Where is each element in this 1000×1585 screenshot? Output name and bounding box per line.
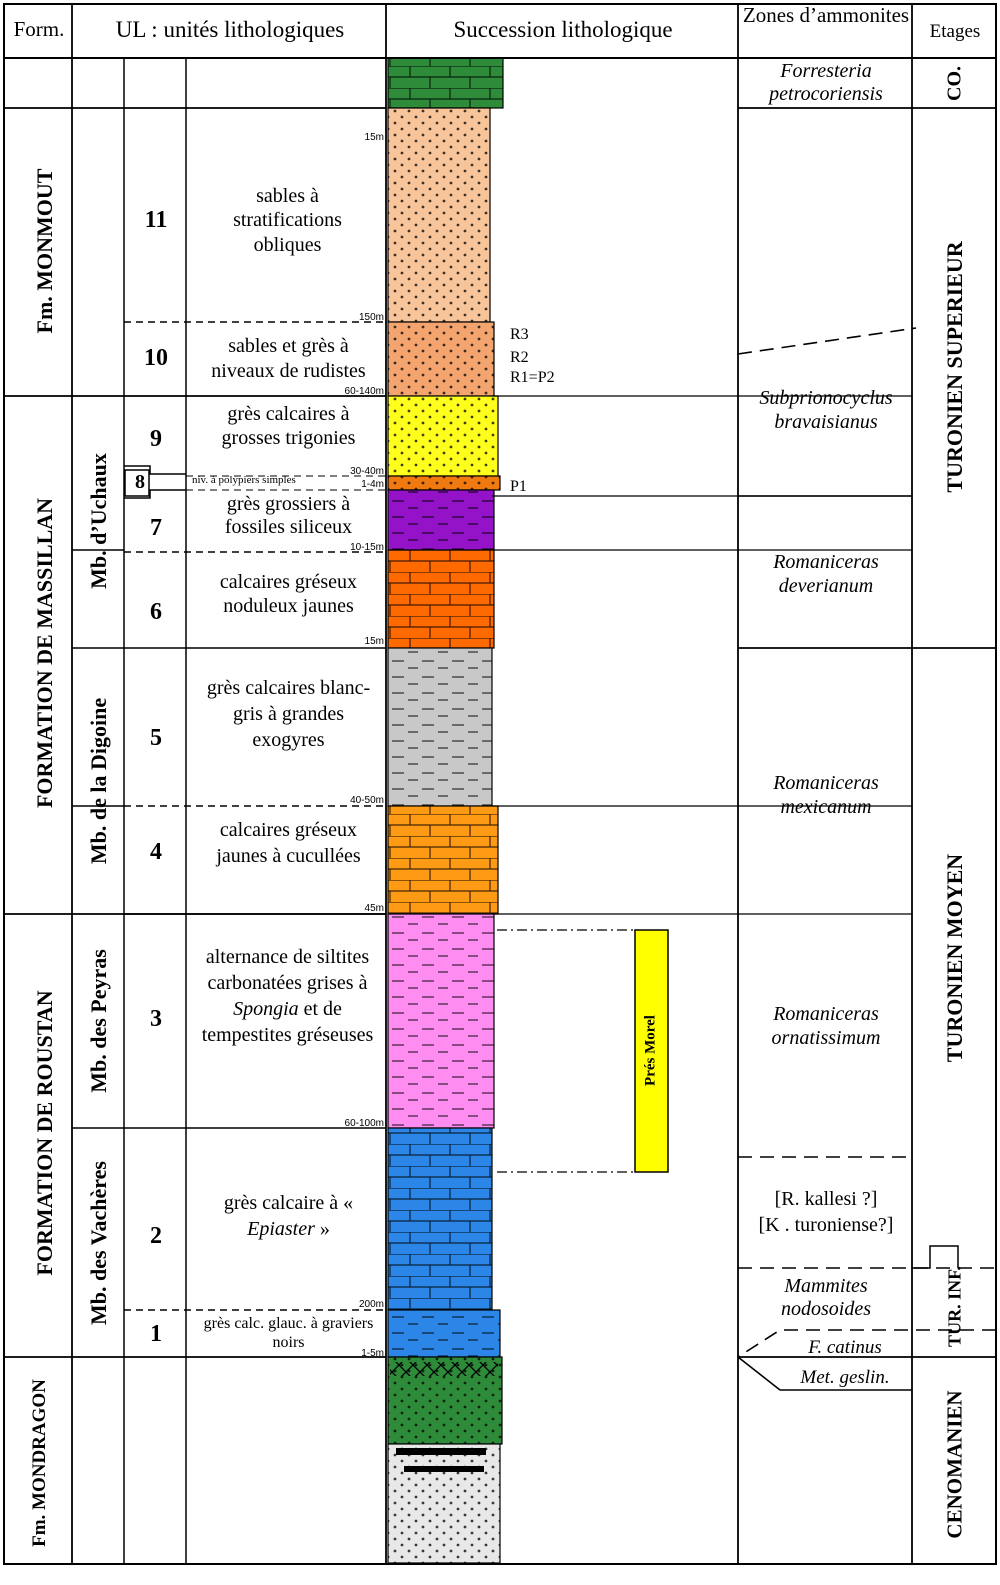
- unit-desc-1: grès calc. glauc. à graviers noirs: [203, 1315, 374, 1352]
- outer-frame: [3, 3, 997, 1565]
- bed-3-pattern: [388, 914, 494, 1128]
- formation-massillan: FORMATION DE MASSILLAN: [32, 497, 57, 809]
- unit-desc-7: grès grossiers à fossiles siliceux: [224, 493, 353, 538]
- zone-ornatissimum: Romaniceras ornatissimum: [771, 1003, 881, 1049]
- thickness-8: 1-4m: [361, 479, 384, 490]
- stage-co: CO.: [943, 66, 966, 101]
- unit-number-6: 6: [150, 599, 162, 625]
- bed-mondragon-2-pattern: [388, 1444, 500, 1563]
- thickness-7: 10-15m: [350, 542, 384, 553]
- member-uchaux: Mb. d’Uchaux: [86, 453, 111, 589]
- unit-desc-9: grès calcaires à grosses trigonies: [221, 403, 356, 450]
- header-zones: Zones d’ammonites: [742, 3, 910, 27]
- unit-desc-4: calcaires gréseux jaunes à cucullées: [216, 819, 361, 867]
- zone-turoniense: [K . turoniense?]: [758, 1214, 894, 1236]
- unit-desc-11: sables à stratifications obliques: [233, 185, 342, 256]
- marker-r3: R3: [510, 326, 529, 343]
- bed-9-pattern: [388, 396, 498, 476]
- pres-morel-bar: [634, 929, 669, 1173]
- formation-monmout: Fm. MONMOUT: [32, 168, 57, 334]
- marker-p1: P1: [510, 478, 527, 495]
- zone-dashed-boundary-catinus: [737, 1329, 996, 1358]
- zone-boundary-geslin: [737, 1356, 912, 1391]
- member-peyras: Mb. des Peyras: [86, 949, 111, 1093]
- thickness-9: 30-40m: [350, 466, 384, 477]
- unit-desc-5: grès calcaires blanc-gris à grandes exog…: [206, 677, 371, 751]
- header-ul: UL : unités lithologiques: [115, 17, 345, 42]
- zone-mammites: Mammites nodosoides: [781, 1275, 871, 1320]
- marker-r2: R2: [510, 349, 529, 366]
- stage-turonien-moyen: TURONIEN MOYEN: [942, 853, 967, 1063]
- unit-desc-6: calcaires gréseux noduleux jaunes: [219, 571, 358, 618]
- bed-mondragon-black-lens-1: [396, 1448, 486, 1455]
- stage-cenomanien: CENOMANIEN: [942, 1390, 967, 1539]
- thickness-10: 60-140m: [344, 386, 384, 397]
- bed-2-pattern: [388, 1128, 492, 1310]
- thickness-2: 200m: [358, 1299, 384, 1310]
- zone-subprionocyclus: Subprionocyclus bravaisianus: [759, 387, 893, 433]
- thickness-1: 1-5m: [361, 1348, 384, 1359]
- unit-number-8: 8: [135, 471, 145, 493]
- header-form: Form.: [13, 17, 65, 41]
- unit-desc-3: alternance de siltites carbonatées grise…: [201, 946, 374, 1046]
- bed-10-pattern: [388, 322, 494, 396]
- unit-desc-8: niv. à polypiers simples: [192, 474, 296, 486]
- unit-number-2: 2: [150, 1223, 162, 1249]
- unit-number-3: 3: [150, 1006, 162, 1032]
- bed-6-pattern: [388, 550, 494, 648]
- unit-number-10: 10: [144, 345, 168, 371]
- formation-mondragon: Fm. MONDRAGON: [29, 1379, 50, 1547]
- unit-number-7: 7: [150, 515, 162, 541]
- unit-number-1: 1: [150, 1321, 162, 1347]
- unit-number-4: 4: [150, 839, 162, 865]
- member-vacheres: Mb. des Vachères: [86, 1161, 111, 1325]
- zone-forresteria: Forresteria petrocoriensis: [769, 60, 883, 105]
- zone-geslin: Met. geslin.: [800, 1367, 890, 1388]
- thickness-10-top: 150m: [358, 312, 384, 323]
- header-succession: Succession lithologique: [453, 17, 673, 42]
- thickness-3: 60-100m: [344, 1118, 384, 1129]
- bed-7-pattern: [388, 490, 494, 550]
- unit-desc-10: sables et grès à niveaux de rudistes: [211, 335, 366, 382]
- bed-mondragon-crosses: [390, 1362, 498, 1376]
- stage-turonien-superieur: TURONIEN SUPERIEUR: [942, 241, 967, 493]
- unit-number-11: 11: [144, 207, 168, 233]
- thickness-4: 45m: [364, 903, 384, 914]
- bed-co-pattern: [388, 58, 503, 108]
- thickness-6: 15m: [364, 636, 384, 647]
- member-digoine: Mb. de la Digoine: [86, 697, 111, 865]
- unit-desc-2: grès calcaire à « Epiaster »: [223, 1192, 354, 1240]
- marker-r1-p2: R1=P2: [510, 369, 555, 386]
- bed-mondragon-black-lens-2: [404, 1466, 484, 1472]
- bed-4-pattern: [388, 806, 498, 914]
- zone-deverianum: Romaniceras deverianum: [773, 551, 879, 597]
- unit-number-9: 9: [150, 426, 162, 452]
- bed-11-pattern: [388, 108, 490, 322]
- bed-8-pattern: [388, 476, 500, 490]
- header-etages: Etages: [929, 21, 981, 42]
- tur-inf-bracket: [912, 1245, 959, 1269]
- zone-mexicanum: Romaniceras mexicanum: [773, 772, 879, 818]
- zone-kallesi: [R. kallesi ?]: [774, 1188, 878, 1210]
- thickness-11: 15m: [364, 132, 384, 143]
- zone-dashed-boundary-sup: [737, 327, 917, 355]
- unit-number-5: 5: [150, 725, 162, 751]
- unit-8-box: [124, 469, 150, 497]
- bed-1-pattern: [388, 1310, 500, 1357]
- bed-5-pattern: [388, 648, 492, 806]
- thickness-5: 40-50m: [350, 795, 384, 806]
- unit-8-bracket: [124, 465, 186, 499]
- zone-catinus: F. catinus: [808, 1337, 882, 1358]
- pres-morel-label: Prés Morel: [642, 1015, 659, 1086]
- formation-roustan: FORMATION DE ROUSTAN: [32, 990, 57, 1276]
